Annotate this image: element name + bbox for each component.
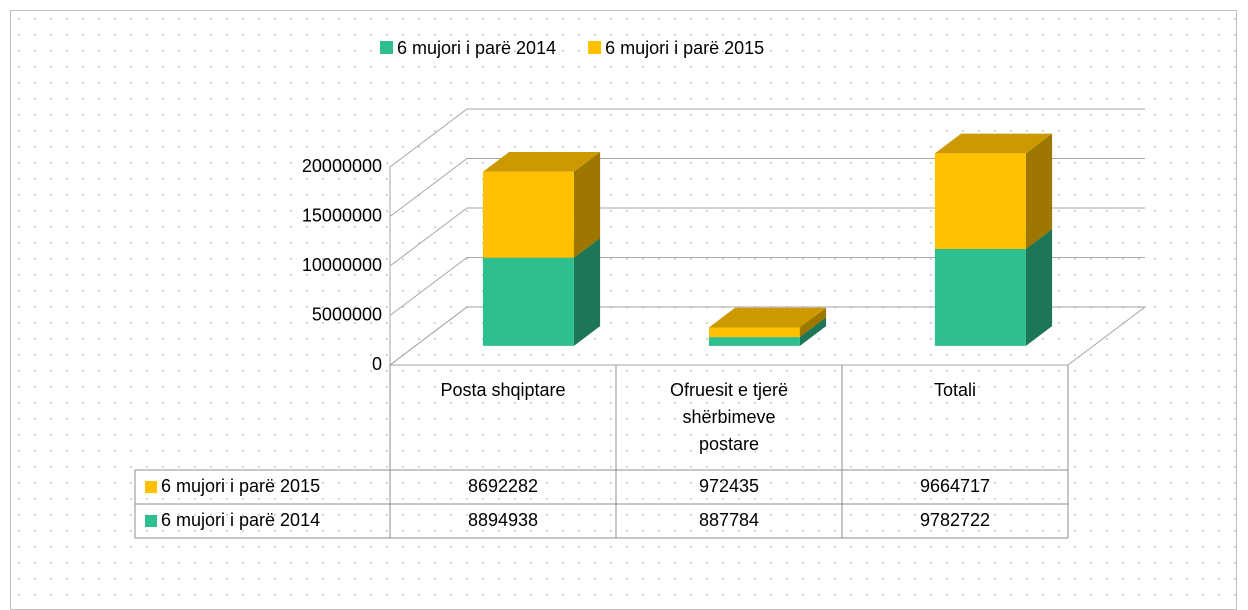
table-value: 8692282 xyxy=(468,476,538,496)
table-value: 9664717 xyxy=(920,476,990,496)
bar-front xyxy=(708,327,800,338)
legend-label: 6 mujori i parë 2015 xyxy=(605,38,764,58)
table-legend-key xyxy=(145,481,157,493)
bar-front xyxy=(482,171,574,258)
y-tick-label: 5000000 xyxy=(312,304,382,324)
grid-line xyxy=(389,207,1145,267)
bar-front xyxy=(708,337,800,346)
grid-line xyxy=(389,158,1145,217)
y-tick-label: 10000000 xyxy=(302,255,382,275)
bar-side xyxy=(1025,133,1053,250)
table-value: 8894938 xyxy=(468,510,538,530)
table-row-label: 6 mujori i parë 2015 xyxy=(161,476,320,496)
y-tick-label: 15000000 xyxy=(302,205,382,225)
table-legend-key xyxy=(145,515,157,527)
table-row-label: 6 mujori i parë 2014 xyxy=(161,510,320,530)
bar-top xyxy=(934,133,1053,154)
category-label: Posta shqiptare xyxy=(440,380,566,400)
bar xyxy=(482,152,601,258)
legend-label: 6 mujori i parë 2014 xyxy=(397,38,556,58)
grid-line xyxy=(389,257,1145,316)
bar-front xyxy=(934,153,1026,250)
bar-side xyxy=(1025,229,1053,346)
chart: 0 5000000 10000000 15000000 20000000 6 mujori… xyxy=(134,38,1147,539)
grid-line xyxy=(389,306,1145,366)
bar-side xyxy=(573,238,601,346)
grid-line xyxy=(389,108,1145,168)
table-value: 972435 xyxy=(699,476,759,496)
y-tick-label: 20000000 xyxy=(302,156,382,176)
bar-side xyxy=(799,317,827,346)
table-value: 887784 xyxy=(699,510,759,530)
bar-front xyxy=(482,257,574,346)
bar-top xyxy=(708,307,827,328)
page: 0 5000000 10000000 15000000 20000000 6 mujori… xyxy=(10,10,1237,610)
bar-top xyxy=(482,152,601,172)
bar xyxy=(708,307,827,338)
bar-side xyxy=(573,152,601,258)
bar xyxy=(934,133,1053,250)
legend-swatch xyxy=(380,41,393,54)
bar-side xyxy=(799,307,827,338)
table-value: 9782722 xyxy=(920,510,990,530)
bar-front xyxy=(934,249,1026,346)
category-label: Totali xyxy=(933,380,977,400)
legend-swatch xyxy=(588,41,602,54)
y-tick-label: 0 xyxy=(372,354,382,374)
category-label: Ofruesit e tjerë shërbimeve postare xyxy=(669,380,789,454)
